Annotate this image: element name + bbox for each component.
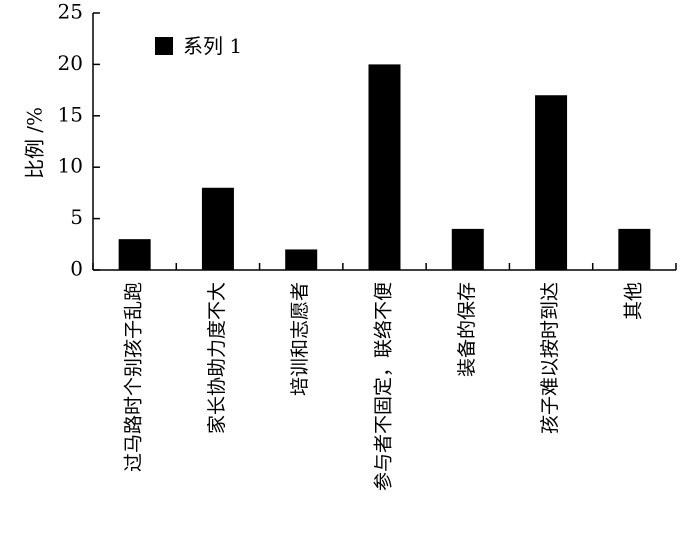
bar: [285, 249, 318, 270]
x-tick-label-group: 过马路时个别孩子乱跑: [123, 282, 145, 472]
x-tick-label: 其他: [622, 282, 644, 320]
bar: [535, 95, 568, 271]
x-tick-label: 装备的保存: [456, 282, 478, 377]
y-tick-label: 5: [70, 205, 83, 229]
bar: [451, 228, 484, 270]
y-axis-title-group: 比例 /%: [23, 107, 47, 179]
x-tick-label-group: 装备的保存: [456, 282, 478, 377]
y-tick-label: 10: [58, 154, 83, 178]
x-tick-label-group: 其他: [622, 282, 644, 320]
x-tick-label-group: 培训和志愿者: [289, 282, 311, 396]
x-tick-label-group: 孩子难以按时到达: [539, 282, 561, 434]
x-tick-label: 参与者不固定，联络不便: [373, 282, 395, 491]
x-tick-label: 培训和志愿者: [289, 282, 311, 396]
x-tick-label: 孩子难以按时到达: [539, 282, 561, 434]
bar: [618, 228, 651, 270]
y-tick-label: 25: [58, 0, 83, 24]
x-tick-label-group: 家长协助力度不大: [206, 282, 228, 434]
legend-label: 系列 1: [183, 34, 242, 58]
x-tick-label: 家长协助力度不大: [206, 282, 228, 434]
x-tick-label-group: 参与者不固定，联络不便: [373, 282, 395, 491]
legend: 系列 1: [155, 34, 242, 58]
x-tick-label: 过马路时个别孩子乱跑: [123, 282, 145, 472]
y-tick-label: 20: [58, 51, 83, 75]
legend-swatch: [155, 37, 173, 55]
y-tick-label: 15: [58, 102, 83, 126]
bar: [118, 239, 151, 270]
bar: [201, 187, 234, 270]
bar: [368, 64, 401, 271]
y-tick-label: 0: [70, 257, 83, 281]
plot-area: 0 5 10 15 20 25 过马路时个别孩子乱跑 家长协助力度不大 培训和志愿者 参与者不固定…: [58, 0, 677, 491]
y-axis-title: 比例 /%: [23, 107, 47, 179]
